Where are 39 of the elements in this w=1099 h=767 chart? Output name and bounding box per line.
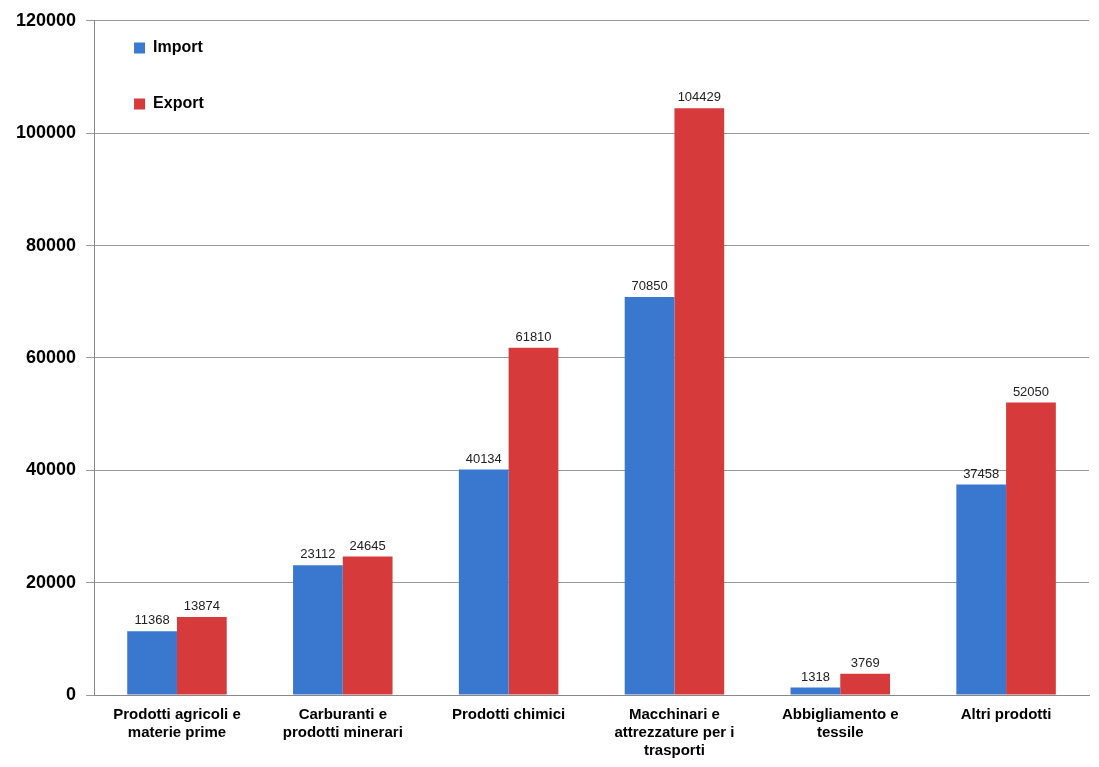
data-label: 24645	[349, 537, 386, 553]
data-label: 23112	[300, 546, 336, 562]
bar	[956, 484, 1007, 695]
bar	[1006, 402, 1056, 695]
x-tick-label: Prodotti agricoli e materie prime	[113, 705, 241, 741]
y-tick-label: 20000	[26, 571, 77, 592]
data-label: 37458	[963, 465, 1000, 481]
data-label: 3769	[850, 654, 880, 670]
bar	[790, 687, 841, 695]
legend-label: Import	[153, 38, 204, 56]
bar	[293, 565, 343, 695]
legend-label: Export	[153, 94, 205, 112]
bar	[127, 631, 177, 695]
data-label: 11368	[134, 612, 170, 628]
y-tick-label: 40000	[26, 459, 77, 480]
bar	[840, 673, 891, 695]
data-label: 104429	[677, 89, 722, 105]
bar	[176, 617, 227, 695]
x-tick-label: Prodotti chimici	[451, 705, 566, 723]
y-tick-label: 0	[66, 683, 77, 704]
bar	[508, 347, 559, 695]
bar	[624, 296, 675, 695]
data-label: 13874	[183, 598, 220, 614]
data-label: 61810	[515, 328, 552, 344]
data-label: 52050	[1012, 383, 1050, 399]
data-label: 1318	[800, 668, 830, 684]
y-tick-label: 120000	[15, 9, 77, 30]
x-tick-label: Altri prodotti	[960, 705, 1052, 723]
y-tick-label: 60000	[26, 346, 77, 367]
bar	[342, 556, 393, 695]
x-tick-label: Abbigliamento e tessile	[781, 705, 899, 741]
y-tick-label: 100000	[15, 122, 77, 143]
data-label: 40134	[465, 450, 502, 466]
x-tick-label: Macchinari e attrezzature per i trasporti	[614, 705, 735, 759]
y-tick-label: 80000	[26, 234, 77, 255]
bar	[674, 108, 725, 695]
x-tick-label: Carburanti e prodotti minerari	[282, 705, 403, 741]
bar	[458, 469, 509, 695]
data-label: 70850	[631, 278, 668, 294]
